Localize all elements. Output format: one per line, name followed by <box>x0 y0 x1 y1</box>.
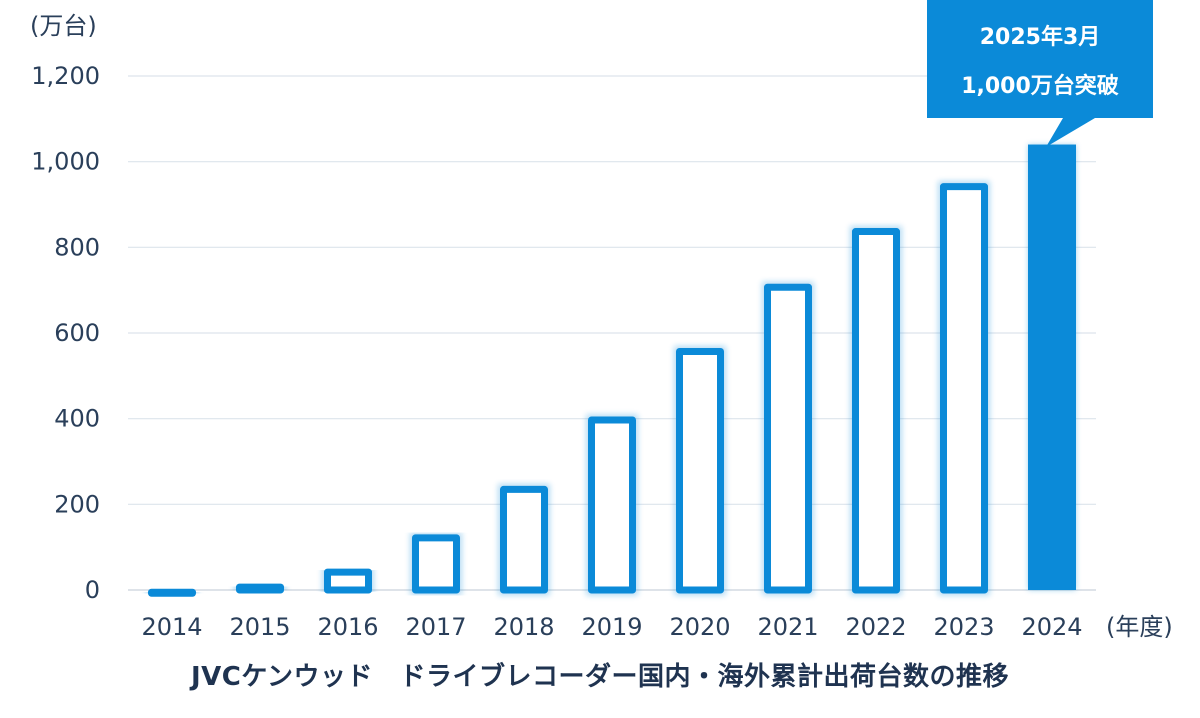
bar-2021 <box>764 283 812 594</box>
bars <box>146 144 1076 599</box>
x-axis-unit: (年度) <box>1106 613 1173 641</box>
x-tick-label: 2022 <box>845 613 906 641</box>
y-axis-unit: (万台) <box>30 12 97 40</box>
x-tick-label: 2014 <box>141 613 202 641</box>
bar-2024 <box>1028 144 1076 591</box>
bar-2019 <box>588 416 636 594</box>
x-axis: 2014 2015 2016 2017 2018 2019 2020 2021 2022 2023… <box>141 613 1082 641</box>
x-tick-label: 2015 <box>229 613 290 641</box>
bar-2023 <box>940 183 988 594</box>
y-tick-label: 200 <box>54 490 100 518</box>
x-tick-label: 2017 <box>405 613 466 641</box>
bar-2017 <box>412 534 460 594</box>
y-tick-label: 0 <box>85 576 100 604</box>
bar-2016 <box>324 568 372 594</box>
x-tick-label: 2020 <box>669 613 730 641</box>
x-tick-label: 2018 <box>493 613 554 641</box>
bar-2015 <box>236 583 284 594</box>
x-tick-label: 2021 <box>757 613 818 641</box>
y-tick-label: 1,200 <box>31 62 100 90</box>
bar-2022 <box>852 228 900 594</box>
callout-box: 2025年3月 1,000万台突破 <box>927 0 1153 147</box>
callout-milestone: 1,000万台突破 <box>961 73 1119 99</box>
chart-caption: JVCケンウッド ドライブレコーダー国内・海外累計出荷台数の推移 <box>190 662 1010 692</box>
y-axis: 0 200 400 600 800 1,000 1,200 <box>31 62 100 604</box>
y-tick-label: 1,000 <box>31 148 100 176</box>
y-tick-label: 600 <box>54 319 100 347</box>
x-tick-label: 2023 <box>933 613 994 641</box>
bar-2018 <box>500 485 548 594</box>
x-tick-label: 2019 <box>581 613 642 641</box>
bar-2014 <box>148 588 196 597</box>
x-tick-label: 2024 <box>1021 613 1082 641</box>
y-tick-label: 800 <box>54 233 100 261</box>
x-tick-label: 2016 <box>317 613 378 641</box>
bar-2020 <box>676 347 724 594</box>
callout-date: 2025年3月 <box>980 24 1101 50</box>
y-tick-label: 400 <box>54 405 100 433</box>
